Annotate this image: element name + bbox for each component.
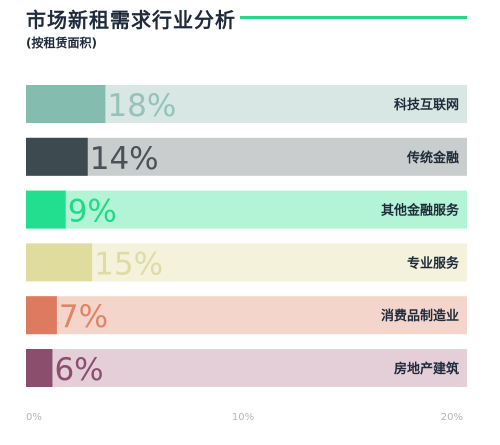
bar (26, 243, 93, 282)
bar (26, 137, 88, 176)
x-tick-label: 10% (232, 412, 254, 423)
category-label: 传统金融 (406, 150, 459, 166)
category-label: 其他金融服务 (381, 203, 460, 219)
bar-value-label: 9% (68, 194, 117, 230)
bar (26, 349, 53, 387)
category-label: 专业服务 (407, 255, 460, 271)
bar-track (26, 137, 467, 176)
bar-value-label: 6% (54, 352, 103, 388)
x-tick-label: 20% (441, 412, 463, 423)
title-accent-line (240, 16, 467, 19)
bar-track (26, 243, 467, 282)
category-label: 消费品制造业 (381, 308, 459, 324)
page-subtitle: (按租赁面积) (26, 36, 97, 50)
bar-track (26, 190, 467, 229)
bar-value-label: 14% (90, 141, 159, 177)
bar-track (26, 349, 467, 387)
bar-value-label: 15% (94, 246, 163, 282)
page-title: 市场新租需求行业分析 (26, 8, 236, 32)
category-label: 科技互联网 (394, 97, 459, 113)
bar-value-label: 18% (107, 88, 176, 124)
category-label: 房地产建筑 (394, 361, 459, 377)
bar (26, 85, 106, 123)
x-tick-label: 0% (26, 412, 42, 423)
bar (26, 296, 57, 335)
bar (26, 190, 66, 229)
bar-value-label: 7% (59, 299, 108, 335)
bar-track (26, 296, 467, 335)
